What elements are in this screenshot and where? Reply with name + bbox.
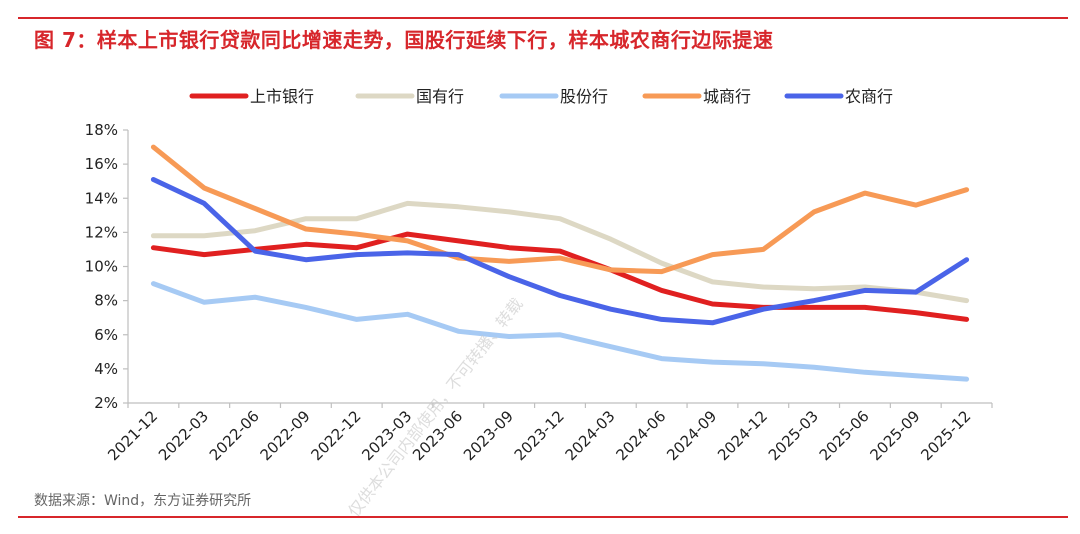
legend-label-2: 股份行 [560,87,608,106]
x-tick-label: 2024-12 [714,407,771,464]
watermark: 仅供本公司内部使用，不可转播、转载 [344,294,526,520]
x-tick-label: 2023-09 [460,407,517,464]
y-tick-label: 10% [85,258,118,276]
y-tick-label: 8% [94,292,118,310]
y-tick-label: 16% [85,155,118,173]
y-tick-label: 14% [85,189,118,207]
legend-label-1: 国有行 [416,87,464,106]
y-tick-label: 4% [94,360,118,378]
x-tick-label: 2022-09 [257,407,314,464]
series-line-0 [150,231,970,322]
x-tick-label: 2024-03 [562,407,619,464]
series-line-3 [150,144,970,275]
series-line-4 [150,177,970,326]
top-rule [18,17,1068,19]
data-source: 数据来源：Wind，东方证券研究所 [34,493,252,509]
x-tick-label: 2024-09 [663,407,720,464]
bottom-rule [18,516,1068,518]
legend-label-3: 城商行 [703,87,751,106]
series-line-2 [150,281,970,382]
y-tick-label: 6% [94,326,118,344]
legend-label-4: 农商行 [845,87,893,106]
x-tick-label: 2025-06 [816,407,873,464]
x-tick-label: 2022-03 [155,407,212,464]
y-tick-label: 18% [85,121,118,139]
legend-label-0: 上市银行 [250,87,314,106]
y-tick-label: 2% [94,394,118,412]
x-tick-label: 2024-06 [612,407,669,464]
x-tick-label: 2022-12 [307,407,364,464]
legend: 上市银行 国有行 股份行 城商行 农商行 [189,87,893,106]
x-tick-label: 2023-12 [511,407,568,464]
chart-series [150,144,970,382]
y-tick-label: 12% [85,223,118,241]
x-tick-label: 2022-06 [206,407,263,464]
x-tick-label: 2021-12 [104,407,161,464]
x-tick-label: 2025-12 [917,407,974,464]
x-tick-label: 2025-09 [867,407,924,464]
x-tick-label: 2025-03 [765,407,822,464]
figure-title: 图 7：样本上市银行贷款同比增速走势，国股行延续下行，样本城农商行边际提速 [34,28,774,52]
